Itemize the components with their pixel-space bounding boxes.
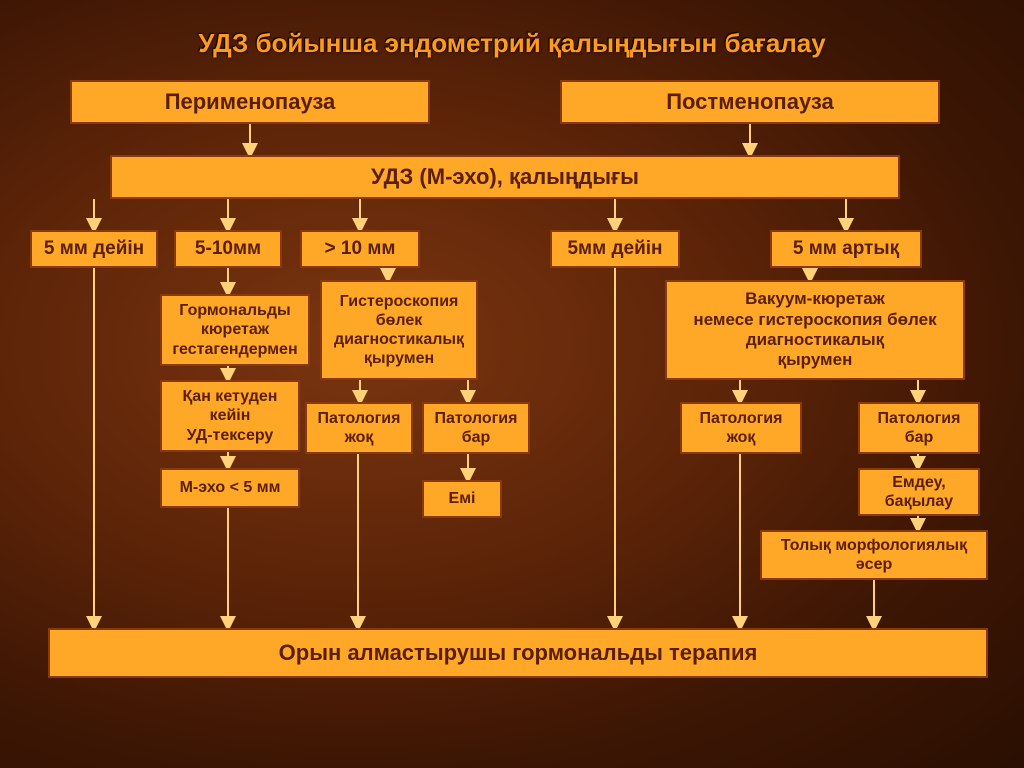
node-full_morph: Толық морфологиялық әсер xyxy=(760,530,988,580)
node-upto5_right: 5мм дейін xyxy=(550,230,680,268)
node-path_yes_left: Патология бар xyxy=(422,402,530,454)
node-vacuum: Вакуум-кюретаж немесе гистероскопия бөле… xyxy=(665,280,965,380)
node-perimenopause: Перименопауза xyxy=(70,80,430,124)
node-hormone_cur: Гормональды кюретаж гестагендермен xyxy=(160,294,310,366)
slide-title: УДЗ бойынша эндометрий қалыңдығын бағала… xyxy=(0,28,1024,59)
node-treat_monitor: Емдеу, бақылау xyxy=(858,468,980,516)
node-postmenopause: Постменопауза xyxy=(560,80,940,124)
node-gt10: > 10 мм xyxy=(300,230,420,268)
node-udz_m_echo: УДЗ (М-эхо), қалыңдығы xyxy=(110,155,900,199)
node-hystero_left: Гистероскопия бөлек диагностикалық қырум… xyxy=(320,280,478,380)
node-path_no_right: Патология жоқ xyxy=(680,402,802,454)
node-m_echo_lt5: М-эхо < 5 мм xyxy=(160,468,300,508)
node-path_yes_right: Патология бар xyxy=(858,402,980,454)
node-mm5_10: 5-10мм xyxy=(174,230,282,268)
node-bleed_check: Қан кетуден кейін УД-тексеру xyxy=(160,380,300,452)
node-path_no_left: Патология жоқ xyxy=(305,402,413,454)
node-emi: Емі xyxy=(422,480,502,518)
node-hrt: Орын алмастырушы гормональды терапия xyxy=(48,628,988,678)
node-over5: 5 мм артық xyxy=(770,230,922,268)
node-upto5_left: 5 мм дейін xyxy=(30,230,158,268)
